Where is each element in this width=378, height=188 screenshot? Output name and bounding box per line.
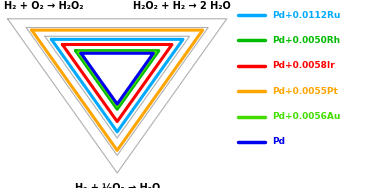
Text: Pd+0.0055Pt: Pd+0.0055Pt	[272, 87, 338, 96]
Text: Pd+0.0112Ru: Pd+0.0112Ru	[272, 11, 341, 20]
Text: Pd+0.0058Ir: Pd+0.0058Ir	[272, 61, 335, 70]
Text: H₂O₂ + H₂ → 2 H₂O: H₂O₂ + H₂ → 2 H₂O	[133, 1, 231, 11]
Text: Pd+0.0056Au: Pd+0.0056Au	[272, 112, 341, 121]
Text: Pd: Pd	[272, 137, 285, 146]
Text: H₂ + O₂ → H₂O₂: H₂ + O₂ → H₂O₂	[4, 1, 83, 11]
Text: Pd+0.0050Rh: Pd+0.0050Rh	[272, 36, 340, 45]
Text: H₂ + ½O₂ → H₂O: H₂ + ½O₂ → H₂O	[74, 182, 160, 188]
